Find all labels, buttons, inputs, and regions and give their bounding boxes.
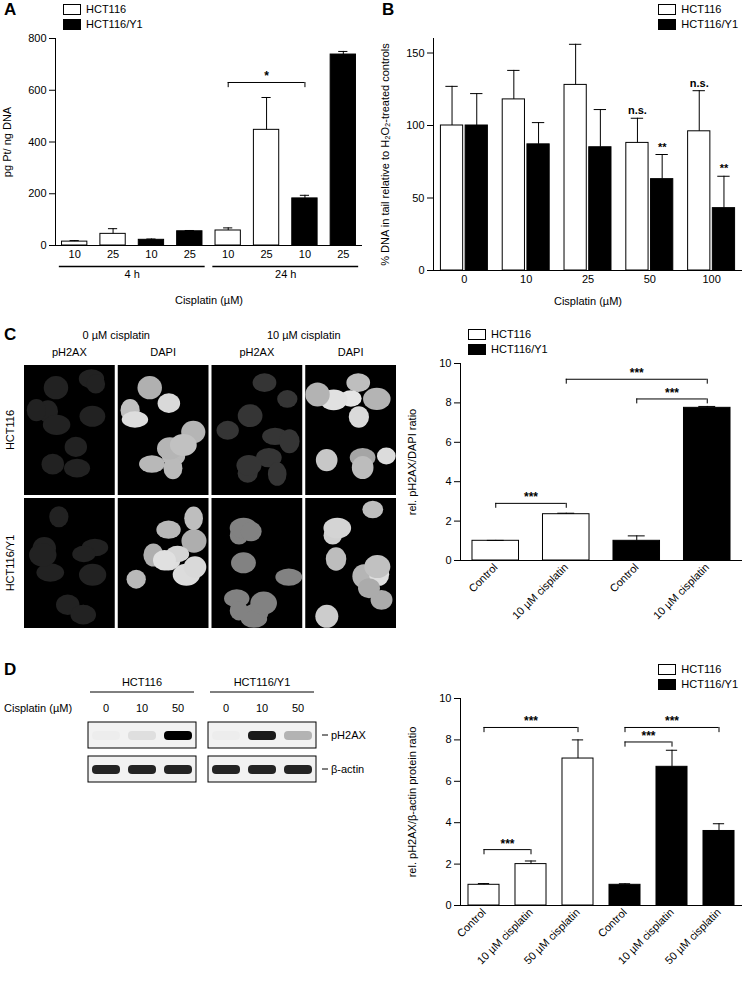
svg-text:50 µM cisplatin: 50 µM cisplatin bbox=[521, 906, 582, 967]
svg-text:0: 0 bbox=[103, 702, 109, 714]
svg-text:HCT116: HCT116 bbox=[4, 410, 16, 450]
html-text:HCT116: HCT116 bbox=[86, 3, 127, 15]
svg-text:0: 0 bbox=[223, 702, 229, 714]
svg-text:8: 8 bbox=[445, 396, 451, 408]
svg-text:β-actin: β-actin bbox=[331, 763, 364, 775]
svg-text:**: ** bbox=[720, 162, 729, 174]
svg-text:50: 50 bbox=[644, 273, 656, 285]
svg-text:50: 50 bbox=[292, 702, 304, 714]
svg-text:Control: Control bbox=[466, 561, 500, 595]
svg-text:*: * bbox=[264, 69, 269, 83]
html-text:HCT116: HCT116 bbox=[681, 663, 722, 675]
svg-text:0: 0 bbox=[461, 273, 467, 285]
svg-text:HCT116/Y1: HCT116/Y1 bbox=[4, 535, 16, 592]
svg-text:Cisplatin (µM): Cisplatin (µM) bbox=[4, 702, 72, 714]
svg-text:4: 4 bbox=[445, 475, 451, 487]
svg-text:***: *** bbox=[500, 837, 514, 851]
svg-text:50: 50 bbox=[172, 702, 184, 714]
svg-text:10 µM cisplatin: 10 µM cisplatin bbox=[267, 329, 341, 341]
svg-text:***: *** bbox=[524, 490, 538, 504]
html-text:D: D bbox=[4, 660, 17, 679]
svg-text:rel. pH2AX/β-actin protein rat: rel. pH2AX/β-actin protein ratio bbox=[406, 727, 418, 878]
svg-text:HCT116/Y1: HCT116/Y1 bbox=[234, 676, 291, 688]
svg-text:25: 25 bbox=[337, 248, 349, 260]
svg-text:25: 25 bbox=[107, 248, 119, 260]
svg-text:***: *** bbox=[524, 714, 538, 728]
svg-text:6: 6 bbox=[445, 436, 451, 448]
svg-text:10: 10 bbox=[256, 702, 268, 714]
svg-text:2: 2 bbox=[445, 515, 451, 527]
svg-text:Cisplatin (µM): Cisplatin (µM) bbox=[554, 295, 622, 307]
html-text:B: B bbox=[382, 0, 395, 19]
svg-text:***: *** bbox=[665, 714, 679, 728]
svg-text:600: 600 bbox=[28, 84, 46, 96]
svg-text:10 µM cisplatin: 10 µM cisplatin bbox=[474, 905, 535, 967]
svg-text:HCT116: HCT116 bbox=[122, 676, 162, 688]
svg-text:pH2AX: pH2AX bbox=[331, 729, 367, 741]
svg-text:% DNA in tail relative to H₂O₂: % DNA in tail relative to H₂O₂-treated c… bbox=[379, 43, 391, 266]
html-text:HCT116/Y1: HCT116/Y1 bbox=[491, 343, 548, 355]
svg-text:0 µM cisplatin: 0 µM cisplatin bbox=[83, 329, 150, 341]
svg-text:0: 0 bbox=[40, 239, 46, 251]
svg-text:n.s.: n.s. bbox=[690, 77, 709, 89]
svg-text:10 µM cisplatin: 10 µM cisplatin bbox=[651, 561, 712, 622]
svg-text:Control: Control bbox=[607, 561, 641, 595]
svg-text:10 µM cisplatin: 10 µM cisplatin bbox=[615, 905, 676, 967]
html-text:C: C bbox=[4, 325, 17, 344]
svg-text:10 µM cisplatin: 10 µM cisplatin bbox=[510, 561, 571, 622]
svg-text:0: 0 bbox=[445, 554, 451, 566]
svg-text:10: 10 bbox=[439, 357, 451, 369]
svg-text:100: 100 bbox=[406, 119, 424, 131]
svg-text:10: 10 bbox=[222, 248, 234, 260]
svg-text:10: 10 bbox=[439, 692, 451, 704]
svg-text:4 h: 4 h bbox=[125, 268, 140, 280]
svg-text:150: 150 bbox=[406, 47, 424, 59]
svg-text:**: ** bbox=[658, 141, 667, 153]
svg-text:25: 25 bbox=[184, 248, 196, 260]
svg-text:8: 8 bbox=[445, 733, 451, 745]
svg-text:400: 400 bbox=[28, 136, 46, 148]
svg-text:50 µM cisplatin: 50 µM cisplatin bbox=[662, 906, 723, 967]
svg-text:25: 25 bbox=[582, 273, 594, 285]
svg-text:10: 10 bbox=[145, 248, 157, 260]
svg-text:pH2AX: pH2AX bbox=[239, 346, 275, 358]
svg-text:100: 100 bbox=[702, 273, 720, 285]
svg-text:200: 200 bbox=[28, 187, 46, 199]
svg-text:DAPI: DAPI bbox=[150, 346, 176, 358]
html-text:HCT116: HCT116 bbox=[491, 328, 532, 340]
svg-text:***: *** bbox=[630, 366, 644, 380]
svg-text:Control: Control bbox=[595, 906, 629, 940]
svg-text:DAPI: DAPI bbox=[338, 346, 364, 358]
svg-text:24 h: 24 h bbox=[275, 268, 296, 280]
svg-text:0: 0 bbox=[445, 899, 451, 911]
svg-text:10: 10 bbox=[299, 248, 311, 260]
svg-text:2: 2 bbox=[445, 858, 451, 870]
html-text:HCT116/Y1: HCT116/Y1 bbox=[681, 18, 738, 30]
svg-text:***: *** bbox=[641, 729, 655, 743]
svg-text:6: 6 bbox=[445, 775, 451, 787]
svg-text:50: 50 bbox=[412, 192, 424, 204]
svg-text:pH2AX: pH2AX bbox=[52, 346, 88, 358]
svg-text:4: 4 bbox=[445, 816, 451, 828]
svg-text:n.s.: n.s. bbox=[628, 104, 647, 116]
html-text:A: A bbox=[4, 0, 17, 19]
html-text:HCT116: HCT116 bbox=[681, 3, 722, 15]
svg-text:10: 10 bbox=[136, 702, 148, 714]
svg-text:***: *** bbox=[665, 386, 679, 400]
svg-text:10: 10 bbox=[520, 273, 532, 285]
html-text:HCT116/Y1: HCT116/Y1 bbox=[86, 18, 143, 30]
svg-text:pg Pt/ ng DNA: pg Pt/ ng DNA bbox=[1, 106, 13, 177]
svg-text:Control: Control bbox=[454, 906, 488, 940]
svg-text:800: 800 bbox=[28, 32, 46, 44]
svg-text:0: 0 bbox=[418, 264, 424, 276]
html-text:HCT116/Y1: HCT116/Y1 bbox=[681, 678, 738, 690]
svg-text:25: 25 bbox=[260, 248, 272, 260]
svg-text:10: 10 bbox=[69, 248, 81, 260]
svg-text:rel. pH2AX/DAPI ratio: rel. pH2AX/DAPI ratio bbox=[406, 409, 418, 515]
svg-text:Cisplatin (µM): Cisplatin (µM) bbox=[175, 294, 243, 306]
